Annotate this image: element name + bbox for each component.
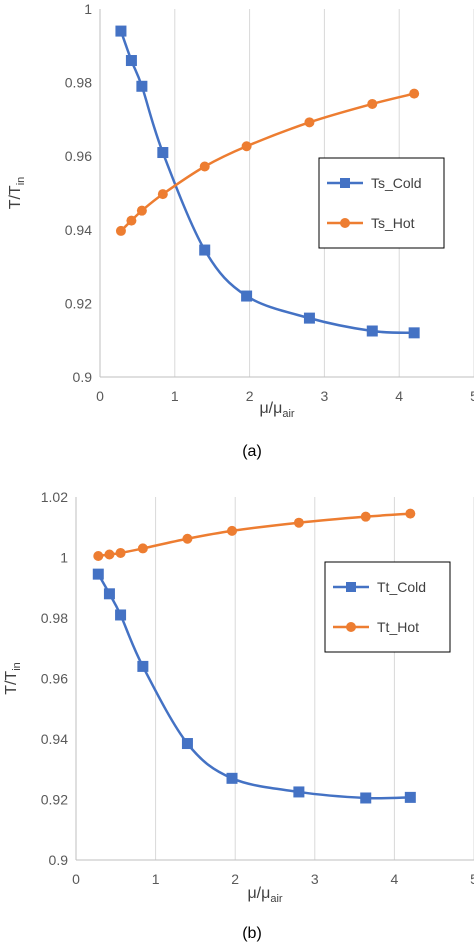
data-point [360, 792, 372, 804]
data-point [293, 517, 304, 528]
x-tick-label: 0 [96, 388, 104, 404]
chart-b: 0.9 0.92 0.94 0.96 0.98 1 1.02 0 1 2 3 4 5 μ/μair T/Ti… [3, 489, 474, 942]
x-axis-title: μ/μair [259, 400, 294, 420]
y-tick-label: 0.96 [41, 671, 68, 687]
y-axis-title: T/Tin [3, 662, 23, 695]
data-point [93, 550, 104, 561]
data-point [409, 88, 420, 99]
y-tick-label: 1 [84, 1, 92, 17]
data-point [241, 141, 252, 152]
legend-label: Tt_Cold [377, 579, 426, 595]
x-tick-label: 5 [470, 388, 474, 404]
data-point [137, 543, 148, 554]
legend-marker [346, 622, 356, 632]
data-point [136, 205, 147, 216]
data-point [226, 772, 238, 784]
data-point [199, 244, 211, 256]
y-tick-label: 0.9 [49, 852, 69, 868]
legend-marker [340, 178, 350, 188]
data-point [157, 189, 168, 200]
x-tick-label: 0 [72, 871, 80, 887]
data-point [404, 791, 416, 803]
data-point [199, 161, 210, 172]
data-point [182, 533, 193, 544]
x-axis-title: μ/μair [247, 885, 282, 905]
x-tick-label: 3 [321, 388, 329, 404]
x-tick-label: 4 [395, 388, 403, 404]
series-Tt_Cold [92, 568, 416, 804]
legend-label: Tt_Hot [377, 619, 419, 635]
y-axis-title: T/Tin [7, 177, 27, 210]
data-point [126, 215, 137, 226]
x-tick-label: 1 [152, 871, 160, 887]
legend-box [318, 157, 445, 249]
data-point [303, 312, 315, 324]
y-tick-label: 0.98 [41, 610, 68, 626]
data-point [157, 147, 169, 159]
chart-a: 0.9 0.92 0.94 0.96 0.98 1 0 1 2 3 4 5 μ/μair T/Tin (a)… [7, 1, 474, 460]
legend: Ts_Cold Ts_Hot [318, 157, 445, 249]
data-point [304, 117, 315, 128]
data-point [366, 325, 378, 337]
data-point [408, 327, 420, 339]
x-tick-label: 2 [231, 871, 239, 887]
x-tick-label: 5 [470, 871, 474, 887]
legend-box [324, 561, 451, 653]
legend-marker [346, 582, 356, 592]
data-point [367, 98, 378, 109]
chart-caption: (a) [242, 443, 262, 460]
data-point [125, 55, 137, 67]
series-Tt_Hot [93, 508, 416, 561]
x-tick-label: 2 [246, 388, 254, 404]
data-point [103, 588, 115, 600]
legend-label: Ts_Hot [371, 215, 415, 231]
x-tick-label: 4 [391, 871, 399, 887]
series-Ts_Cold [115, 25, 420, 339]
y-tick-label: 0.96 [65, 148, 92, 164]
legend-label: Ts_Cold [371, 175, 422, 191]
data-point [115, 609, 127, 621]
y-tick-label: 0.92 [41, 792, 68, 808]
data-point [115, 547, 126, 558]
y-tick-label: 1 [60, 550, 68, 566]
y-tick-label: 0.94 [41, 731, 68, 747]
data-point [137, 660, 149, 672]
y-tick-label: 0.94 [65, 222, 92, 238]
data-point [181, 738, 193, 750]
x-tick-label: 1 [171, 388, 179, 404]
x-tick-label: 3 [311, 871, 319, 887]
data-point [241, 290, 253, 302]
data-point [293, 786, 305, 798]
y-tick-label: 0.9 [73, 369, 93, 385]
data-point [115, 225, 126, 236]
data-point [360, 511, 371, 522]
data-point [104, 549, 115, 560]
chart-caption: (b) [242, 925, 262, 942]
data-point [92, 568, 104, 580]
data-point [136, 80, 148, 92]
data-point [405, 508, 416, 519]
series-Ts_Hot [115, 88, 420, 236]
legend-marker [340, 218, 350, 228]
y-tick-label: 0.92 [65, 295, 92, 311]
y-tick-label: 0.98 [65, 75, 92, 91]
y-tick-label: 1.02 [41, 489, 68, 505]
legend: Tt_Cold Tt_Hot [324, 561, 451, 653]
data-point [227, 525, 238, 536]
data-point [115, 25, 127, 37]
